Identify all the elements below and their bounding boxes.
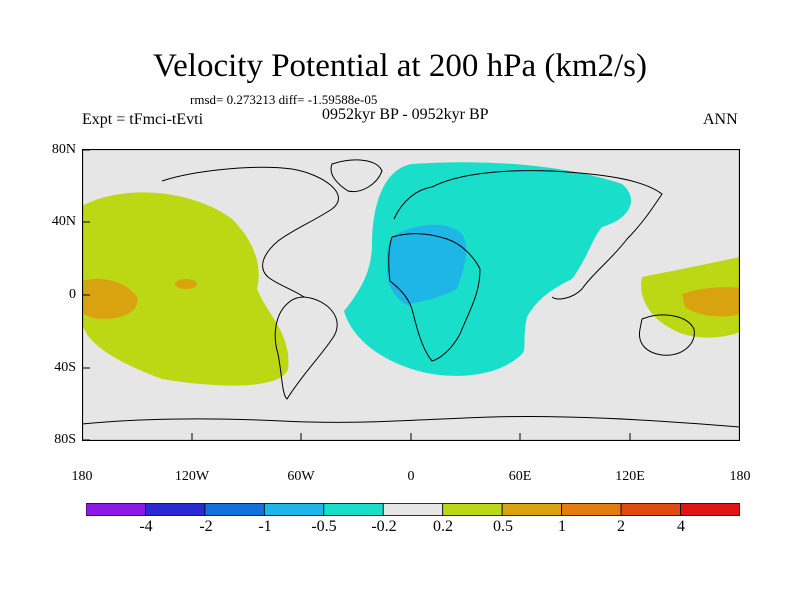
lat-label-80s: 80S: [54, 432, 76, 447]
north-america-coastline: [161, 166, 339, 298]
lat-label-40n: 40N: [51, 214, 76, 229]
colorbar-box-8: [561, 503, 622, 516]
colorbar-box-1: [145, 503, 206, 516]
lon-ticks: [191, 433, 631, 441]
velocity-potential-map: [82, 149, 740, 441]
coastlines: [82, 159, 740, 428]
colorbar-box-4: [323, 503, 384, 516]
lat-label-40s: 40S: [54, 360, 76, 375]
colorbar-label-neg1: -1: [258, 518, 272, 535]
colorbar-box-5: [382, 503, 444, 516]
colorbar-label-neg4: -4: [139, 518, 153, 535]
period-label: 0952kyr BP - 0952kyr BP: [322, 106, 489, 123]
pacific-positive-region: [82, 192, 289, 386]
lon-label-60w: 60W: [287, 469, 315, 484]
eurasia-coastline: [393, 170, 663, 300]
colorbar-label-2: 2: [617, 518, 625, 535]
lon-label-60e: 60E: [508, 469, 532, 484]
australia-coastline: [638, 314, 695, 356]
colorbar-label-neg0-5: -0.5: [311, 518, 337, 535]
greenland-coastline: [330, 159, 383, 193]
colorbar-box-10: [680, 503, 740, 516]
lon-label-180-west: 180: [71, 469, 93, 484]
colorbar-box-3: [263, 503, 325, 516]
colorbar-label-0-2: 0.2: [433, 518, 453, 535]
colorbar-box-9: [620, 503, 681, 516]
africa-strong-negative-region: [387, 224, 467, 305]
lon-label-180-east: 180: [729, 469, 751, 484]
colorbar-box-2: [204, 503, 265, 516]
colorbar-label-1: 1: [558, 518, 566, 535]
west-pacific-strong-positive-region: [682, 287, 740, 317]
experiment-label: Expt = tFmci-tEvti: [82, 111, 204, 128]
south-america-coastline: [274, 296, 338, 400]
lat-label-80n: 80N: [51, 142, 76, 157]
colorbar-box-6: [442, 503, 503, 516]
lat-label-0: 0: [69, 287, 76, 302]
lon-label-120w: 120W: [174, 469, 210, 484]
pacific-strong-positive-region: [82, 278, 138, 319]
lon-label-0: 0: [407, 469, 415, 484]
colorbar-box-7: [501, 503, 563, 516]
stats-label: rmsd= 0.273213 diff= -1.59588e-05: [190, 92, 378, 107]
lat-ticks: [82, 149, 90, 441]
colorbar: [86, 503, 740, 516]
colorbar-box-0: [86, 503, 146, 516]
colorbar-label-neg2: -2: [199, 518, 213, 535]
plot-title: Velocity Potential at 200 hPa (km2/s): [152, 48, 648, 84]
colorbar-label-0-5: 0.5: [493, 518, 513, 535]
colorbar-label-neg0-2: -0.2: [371, 518, 397, 535]
colorbar-label-4: 4: [677, 518, 685, 535]
pacific-small-positive-patch: [175, 279, 197, 289]
africa-coastline: [388, 233, 481, 362]
lon-label-120e: 120E: [615, 469, 645, 484]
antarctica-coastline: [82, 415, 740, 428]
season-label: ANN: [703, 111, 738, 128]
